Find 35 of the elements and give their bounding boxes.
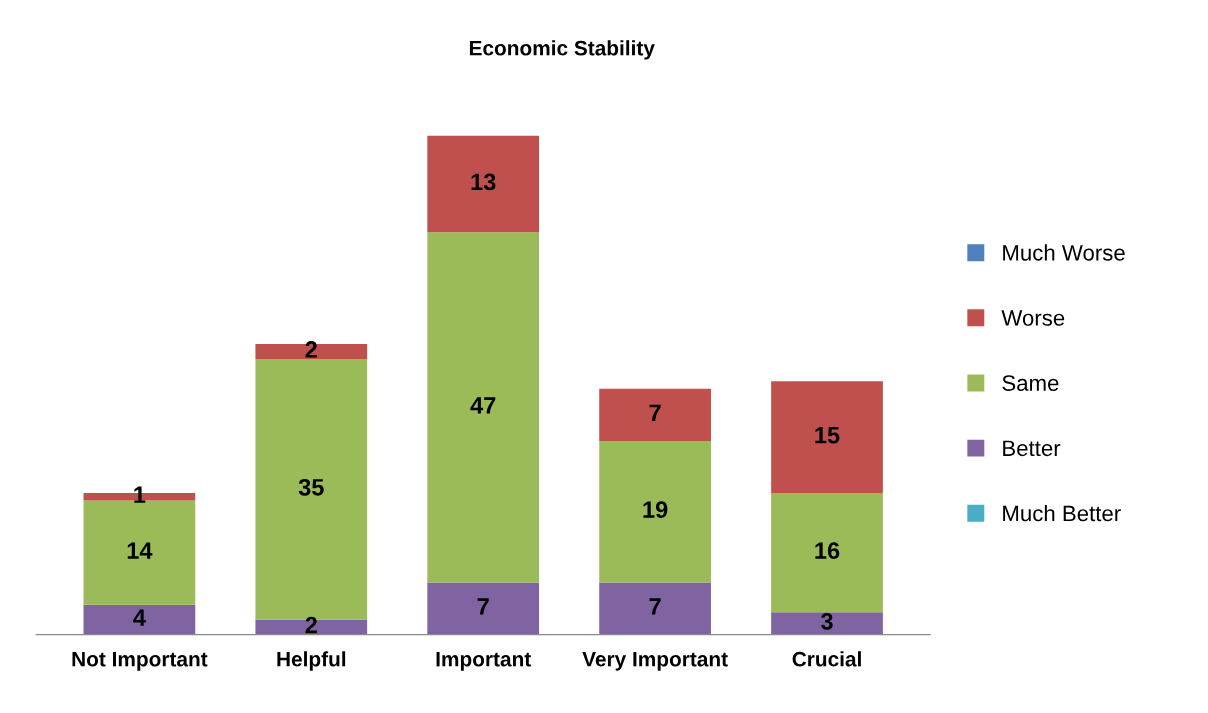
x-tick-label: Not Important: [72, 652, 208, 671]
data-label: 4: [133, 609, 146, 626]
legend-label: Better: [1003, 440, 1061, 457]
data-label: 7: [477, 598, 489, 615]
data-label: 16: [815, 542, 840, 559]
legend-label: Much Worse: [1003, 244, 1125, 261]
bar: [599, 440, 711, 583]
x-tick-label: Important: [436, 652, 531, 671]
data-label: 35: [298, 478, 324, 496]
data-label: 14: [127, 542, 153, 559]
data-label: 7: [649, 404, 661, 421]
bar: [83, 604, 196, 635]
bar: [599, 388, 711, 441]
data-label: 3: [820, 613, 833, 630]
bar: [599, 582, 711, 635]
data-label: 47: [470, 397, 496, 414]
data-label: 13: [471, 173, 496, 191]
bar: [427, 135, 540, 233]
x-tick-label: Helpful: [277, 651, 346, 671]
x-tick-label: Very Important: [582, 652, 728, 671]
data-label: 19: [643, 501, 668, 518]
bar: [427, 582, 540, 635]
bar: [771, 381, 883, 494]
bar: [771, 612, 883, 635]
data-label: 2: [305, 616, 317, 634]
chart-title: Economic Stability: [469, 40, 655, 60]
legend-label: Worse: [1001, 310, 1065, 326]
x-tick-label: Crucial: [792, 651, 861, 667]
legend-label: Same: [1002, 375, 1059, 391]
bar: [427, 232, 540, 583]
legend-label: Much Better: [1003, 504, 1121, 522]
bar: [771, 493, 883, 613]
data-label: 7: [649, 598, 661, 615]
data-label: 15: [815, 427, 840, 444]
data-label: 2: [305, 341, 317, 358]
